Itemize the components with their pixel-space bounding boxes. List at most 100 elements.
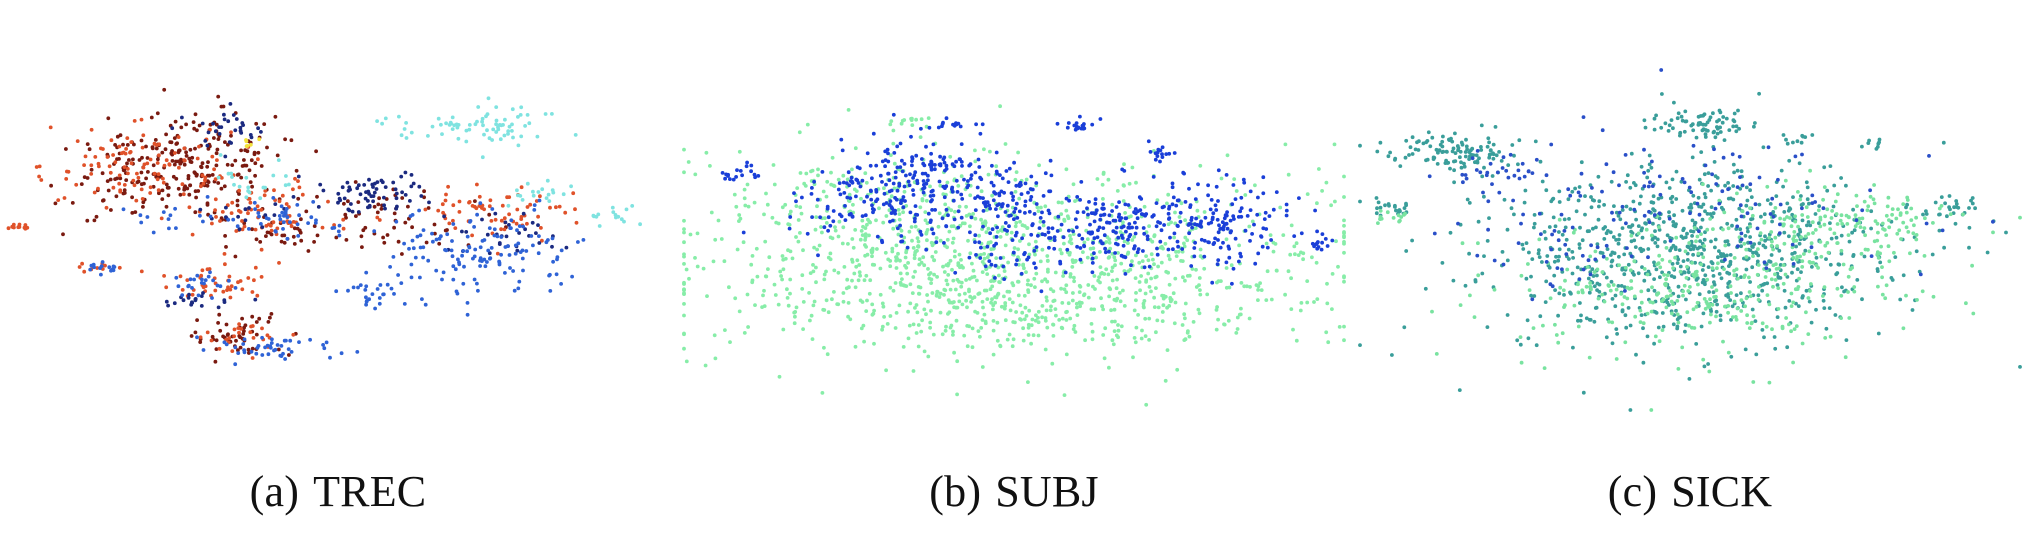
data-point [755, 274, 760, 279]
data-point [989, 180, 994, 185]
data-point [1216, 230, 1221, 235]
data-point [1839, 248, 1844, 253]
data-point [1516, 162, 1520, 167]
data-point [983, 200, 988, 205]
data-point [881, 202, 886, 207]
data-point [1491, 151, 1495, 156]
data-point [953, 287, 958, 292]
data-point [906, 336, 911, 341]
data-point [896, 232, 901, 237]
data-point [995, 225, 999, 230]
data-point [1045, 325, 1050, 330]
data-point [1102, 356, 1107, 361]
data-point [1590, 198, 1595, 202]
data-point [845, 177, 850, 182]
data-point [202, 281, 206, 286]
data-point [451, 218, 455, 223]
data-point [230, 175, 234, 179]
data-point [1003, 210, 1008, 214]
data-point [1132, 244, 1137, 249]
data-point [1314, 260, 1319, 265]
data-point [544, 240, 549, 245]
data-point [1734, 317, 1739, 322]
data-point [257, 137, 262, 142]
data-point [895, 144, 900, 149]
data-point [1027, 209, 1032, 214]
data-point [235, 198, 240, 203]
data-point [1264, 227, 1269, 231]
data-point [1160, 319, 1165, 323]
data-point [340, 185, 345, 190]
data-point [1826, 250, 1831, 255]
data-point [1694, 305, 1699, 309]
data-point [959, 284, 964, 289]
data-point [1653, 235, 1657, 240]
data-point [1722, 138, 1727, 143]
data-point [1060, 301, 1065, 305]
data-point [257, 214, 261, 219]
data-point [1816, 208, 1821, 213]
data-point [1810, 265, 1814, 269]
data-point [1646, 168, 1651, 173]
data-point [792, 321, 797, 326]
data-point [962, 177, 966, 182]
data-point [1839, 316, 1843, 320]
data-point [491, 127, 496, 132]
data-point [1945, 214, 1949, 219]
data-point [1696, 251, 1701, 256]
data-point [145, 161, 150, 166]
data-point [1463, 283, 1468, 288]
data-point [484, 114, 488, 119]
data-point [176, 284, 181, 289]
data-point [966, 183, 971, 188]
data-point [800, 273, 805, 278]
data-point [1831, 204, 1836, 209]
data-point [1657, 339, 1662, 344]
data-point [1033, 266, 1038, 270]
data-point [366, 199, 370, 203]
data-point [835, 302, 840, 306]
data-point [945, 245, 949, 250]
data-point [39, 178, 44, 182]
data-point [973, 159, 978, 164]
data-point [926, 267, 930, 271]
data-point [1678, 130, 1683, 135]
data-point [156, 188, 161, 193]
data-point [1197, 283, 1201, 287]
data-point [954, 159, 958, 164]
data-point [224, 205, 228, 210]
data-point [1018, 317, 1022, 321]
data-point [1701, 357, 1706, 362]
data-point [1769, 253, 1774, 257]
data-point [1698, 114, 1703, 118]
data-point [999, 189, 1004, 194]
data-point [1690, 261, 1694, 265]
data-point [1059, 286, 1063, 291]
data-point [1160, 310, 1165, 314]
data-point [952, 217, 957, 222]
data-point [948, 287, 953, 292]
data-point [162, 163, 167, 168]
data-point [1238, 251, 1243, 256]
data-point [1116, 235, 1121, 240]
data-point [998, 344, 1003, 349]
data-point [17, 225, 22, 229]
data-point [1152, 234, 1157, 239]
data-point [1813, 212, 1818, 216]
data-point [1778, 263, 1783, 267]
data-point [1634, 352, 1638, 357]
data-point [891, 141, 896, 146]
data-point [1592, 319, 1597, 324]
data-point [1181, 275, 1185, 280]
data-point [292, 242, 297, 246]
data-point [798, 171, 803, 175]
data-point [92, 265, 96, 270]
data-point [1022, 224, 1027, 228]
data-point [1750, 265, 1755, 270]
data-point [322, 346, 327, 351]
data-point [1657, 225, 1661, 230]
data-point [1038, 219, 1043, 224]
data-point [854, 264, 859, 269]
data-point [862, 339, 866, 344]
data-point [847, 285, 851, 290]
